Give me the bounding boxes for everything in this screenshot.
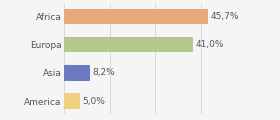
Text: 41,0%: 41,0% bbox=[195, 40, 224, 49]
Bar bbox=[64, 93, 80, 109]
Text: 5,0%: 5,0% bbox=[83, 97, 106, 106]
Text: 8,2%: 8,2% bbox=[93, 68, 115, 77]
Text: 45,7%: 45,7% bbox=[210, 12, 239, 21]
Bar bbox=[64, 9, 208, 24]
Bar bbox=[64, 37, 193, 52]
Bar bbox=[64, 65, 90, 81]
